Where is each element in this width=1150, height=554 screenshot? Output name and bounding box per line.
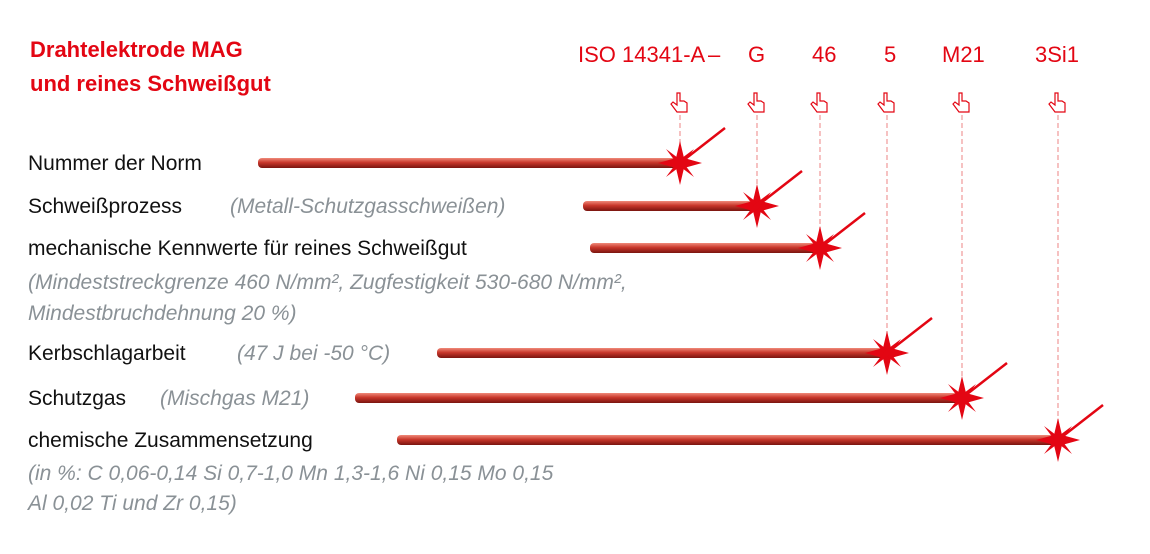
pointer-icon xyxy=(810,92,828,113)
spark xyxy=(656,126,727,187)
designation-part: – xyxy=(708,42,721,67)
pointer-icon xyxy=(877,92,895,113)
electrode-rod xyxy=(258,158,680,168)
electrode-rod xyxy=(397,435,1058,445)
row-label: Schutzgas xyxy=(28,387,126,410)
row-note: Mindestbruchdehnung 20 %) xyxy=(28,302,297,325)
electrode-rod xyxy=(437,348,887,358)
designation: ISO 14341-A – G 46 5 M21 3Si1 xyxy=(578,42,1079,67)
electrode-rod xyxy=(355,393,962,403)
title-line: und reines Schweißgut xyxy=(30,71,271,96)
row-note: (in %: C 0,06-0,14 Si 0,7-1,0 Mn 1,3-1,6… xyxy=(28,462,554,485)
pointer-icon xyxy=(670,92,688,113)
spark xyxy=(863,316,934,377)
spark xyxy=(1034,403,1105,464)
row-label: Schweißprozess xyxy=(28,195,182,218)
row-label: mechanische Kennwerte für reines Schweiß… xyxy=(28,237,467,260)
pointer-icon xyxy=(747,92,765,113)
pointer-icon xyxy=(1048,92,1066,113)
title-line: Drahtelektrode MAG xyxy=(30,37,243,62)
designation-part: 46 xyxy=(812,42,836,67)
row-label: Nummer der Norm xyxy=(28,152,202,175)
designation-part: M21 xyxy=(942,42,985,67)
designation-part: 3Si1 xyxy=(1035,42,1079,67)
rows: Nummer der Norm Schweißprozess (Metall-Sch… xyxy=(26,92,1105,515)
row-note: (Mischgas M21) xyxy=(160,387,309,410)
row-note: Al 0,02 Ti und Zr 0,15) xyxy=(26,492,237,515)
designation-part: 5 xyxy=(884,42,896,67)
row-label: Kerbschlagarbeit xyxy=(28,342,186,365)
row-note: (Mindeststreckgrenze 460 N/mm², Zugfesti… xyxy=(28,271,627,294)
spark xyxy=(938,361,1009,422)
designation-part: G xyxy=(748,42,765,67)
designation-part: ISO 14341-A xyxy=(578,42,706,67)
electrode-rod xyxy=(590,243,820,253)
row-note: (Metall-Schutzgasschweißen) xyxy=(230,195,505,218)
electrode-rod xyxy=(583,201,757,211)
row-note: (47 J bei -50 °C) xyxy=(237,342,390,365)
row-label: chemische Zusammensetzung xyxy=(28,429,313,452)
spark xyxy=(733,169,804,230)
spark xyxy=(796,211,867,272)
pointer-icon xyxy=(952,92,970,113)
